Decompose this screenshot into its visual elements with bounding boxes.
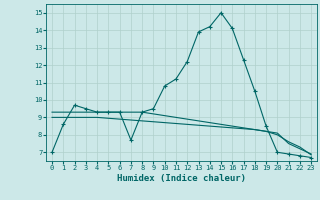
- X-axis label: Humidex (Indice chaleur): Humidex (Indice chaleur): [117, 174, 246, 183]
